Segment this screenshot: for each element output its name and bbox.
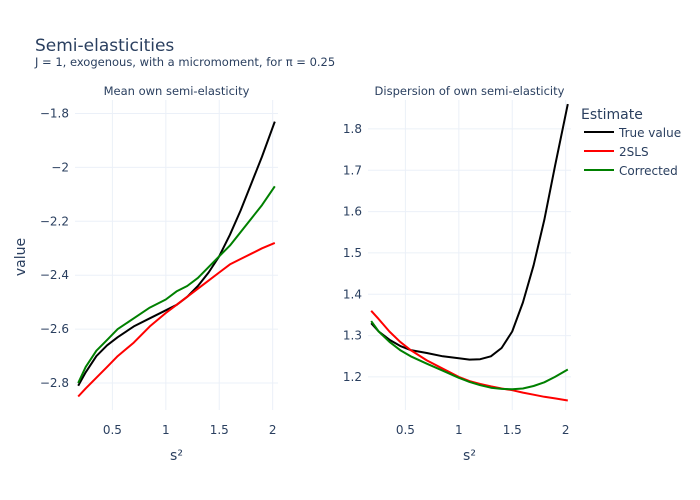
x-axis-title: s² [463, 448, 476, 464]
x-tick-label: 0.5 [396, 423, 415, 437]
y-tick-label: 1.4 [343, 287, 362, 301]
y-tick-label: −2.8 [40, 376, 69, 390]
y-tick-label: 1.7 [343, 163, 362, 177]
series-line-true-value [370, 103, 569, 361]
y-tick-label: −2.2 [40, 214, 69, 228]
x-tick-label: 1.5 [503, 423, 522, 437]
y-tick-label: 1.3 [343, 329, 362, 343]
legend-label-true-value[interactable]: True value [618, 126, 681, 140]
legend-title: Estimate [581, 107, 643, 123]
subplot-1: 0.5 1 1.5 2 −2.8 −2.6 −2.4 −2.2 −2 −1.8 Mean own s… [13, 84, 278, 464]
legend-label-corrected[interactable]: Corrected [619, 164, 678, 178]
y-tick-label: 1.8 [343, 122, 362, 136]
chart-subtitle: J = 1, exogenous, with a micromoment, fo… [34, 55, 335, 69]
subplot-title: Dispersion of own semi-elasticity [375, 84, 565, 98]
x-tick-label: 1 [162, 423, 170, 437]
series-line-true-value [77, 121, 276, 387]
y-axis-title: value [13, 238, 29, 276]
series-line-2sls [370, 310, 568, 402]
subplot-title: Mean own semi-elasticity [104, 84, 250, 98]
x-tick-label: 2 [562, 423, 570, 437]
x-tick-label: 0.5 [103, 423, 122, 437]
y-tick-label: −2.6 [40, 322, 69, 336]
y-tick-label: 1.6 [343, 205, 362, 219]
legend: Estimate True value 2SLS Corrected [581, 107, 681, 178]
chart-title: Semi-elasticities [35, 36, 174, 56]
x-tick-label: 2 [269, 423, 277, 437]
x-tick-label: 1.5 [210, 423, 229, 437]
y-tick-label: −2.4 [40, 268, 69, 282]
legend-label-2sls[interactable]: 2SLS [619, 145, 649, 159]
subplot-2: 0.5 1 1.5 2 1.2 1.3 1.4 1.5 1.6 1.7 1.8 Dispersion … [343, 84, 571, 464]
y-tick-label: −2 [51, 160, 69, 174]
x-axis-title: s² [170, 448, 183, 464]
series-line-corrected [370, 320, 569, 391]
series-line-2sls [77, 241, 276, 398]
series-line-corrected [77, 185, 276, 384]
y-tick-label: −1.8 [40, 106, 69, 120]
y-tick-label: 1.5 [343, 246, 362, 260]
x-tick-label: 1 [455, 423, 463, 437]
y-tick-label: 1.2 [343, 370, 362, 384]
